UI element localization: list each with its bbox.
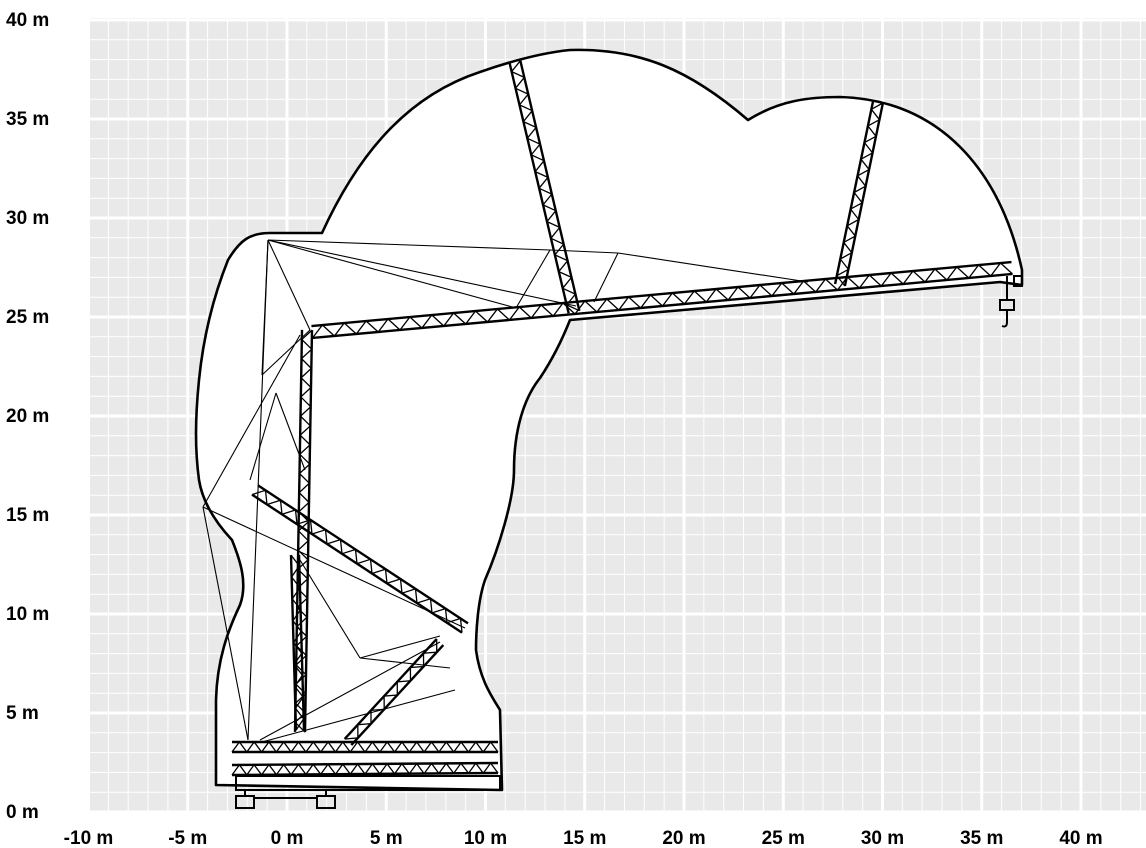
- x-axis-tick-labels: -10 m -5 m 0 m 5 m 10 m 15 m 20 m 25 m 30 m 35 m 4…: [64, 828, 1103, 848]
- x-tick-label: 40 m: [1059, 828, 1102, 848]
- x-tick-label: -5 m: [168, 828, 207, 848]
- x-tick-label: 5 m: [370, 828, 403, 848]
- x-tick-label: 25 m: [762, 828, 805, 848]
- y-tick-label: 40 m: [6, 10, 49, 31]
- x-tick-label: 35 m: [960, 828, 1003, 848]
- y-tick-label: 30 m: [6, 208, 49, 229]
- y-tick-label: 25 m: [6, 307, 49, 328]
- x-tick-label: 15 m: [563, 828, 606, 848]
- y-tick-label: 15 m: [6, 505, 49, 526]
- x-tick-label: 0 m: [271, 828, 304, 848]
- x-tick-label: 30 m: [861, 828, 904, 848]
- x-tick-label: -10 m: [64, 828, 114, 848]
- y-tick-label: 35 m: [6, 109, 49, 130]
- y-tick-label: 5 m: [6, 703, 39, 724]
- x-tick-label: 10 m: [464, 828, 507, 848]
- y-tick-label: 20 m: [6, 406, 49, 427]
- y-tick-label: 0 m: [6, 802, 39, 823]
- y-axis-tick-labels: 0 m 5 m 10 m 15 m 20 m 25 m 30 m 35 m 40 m: [6, 10, 49, 823]
- y-tick-label: 10 m: [6, 604, 49, 625]
- x-tick-label: 20 m: [662, 828, 705, 848]
